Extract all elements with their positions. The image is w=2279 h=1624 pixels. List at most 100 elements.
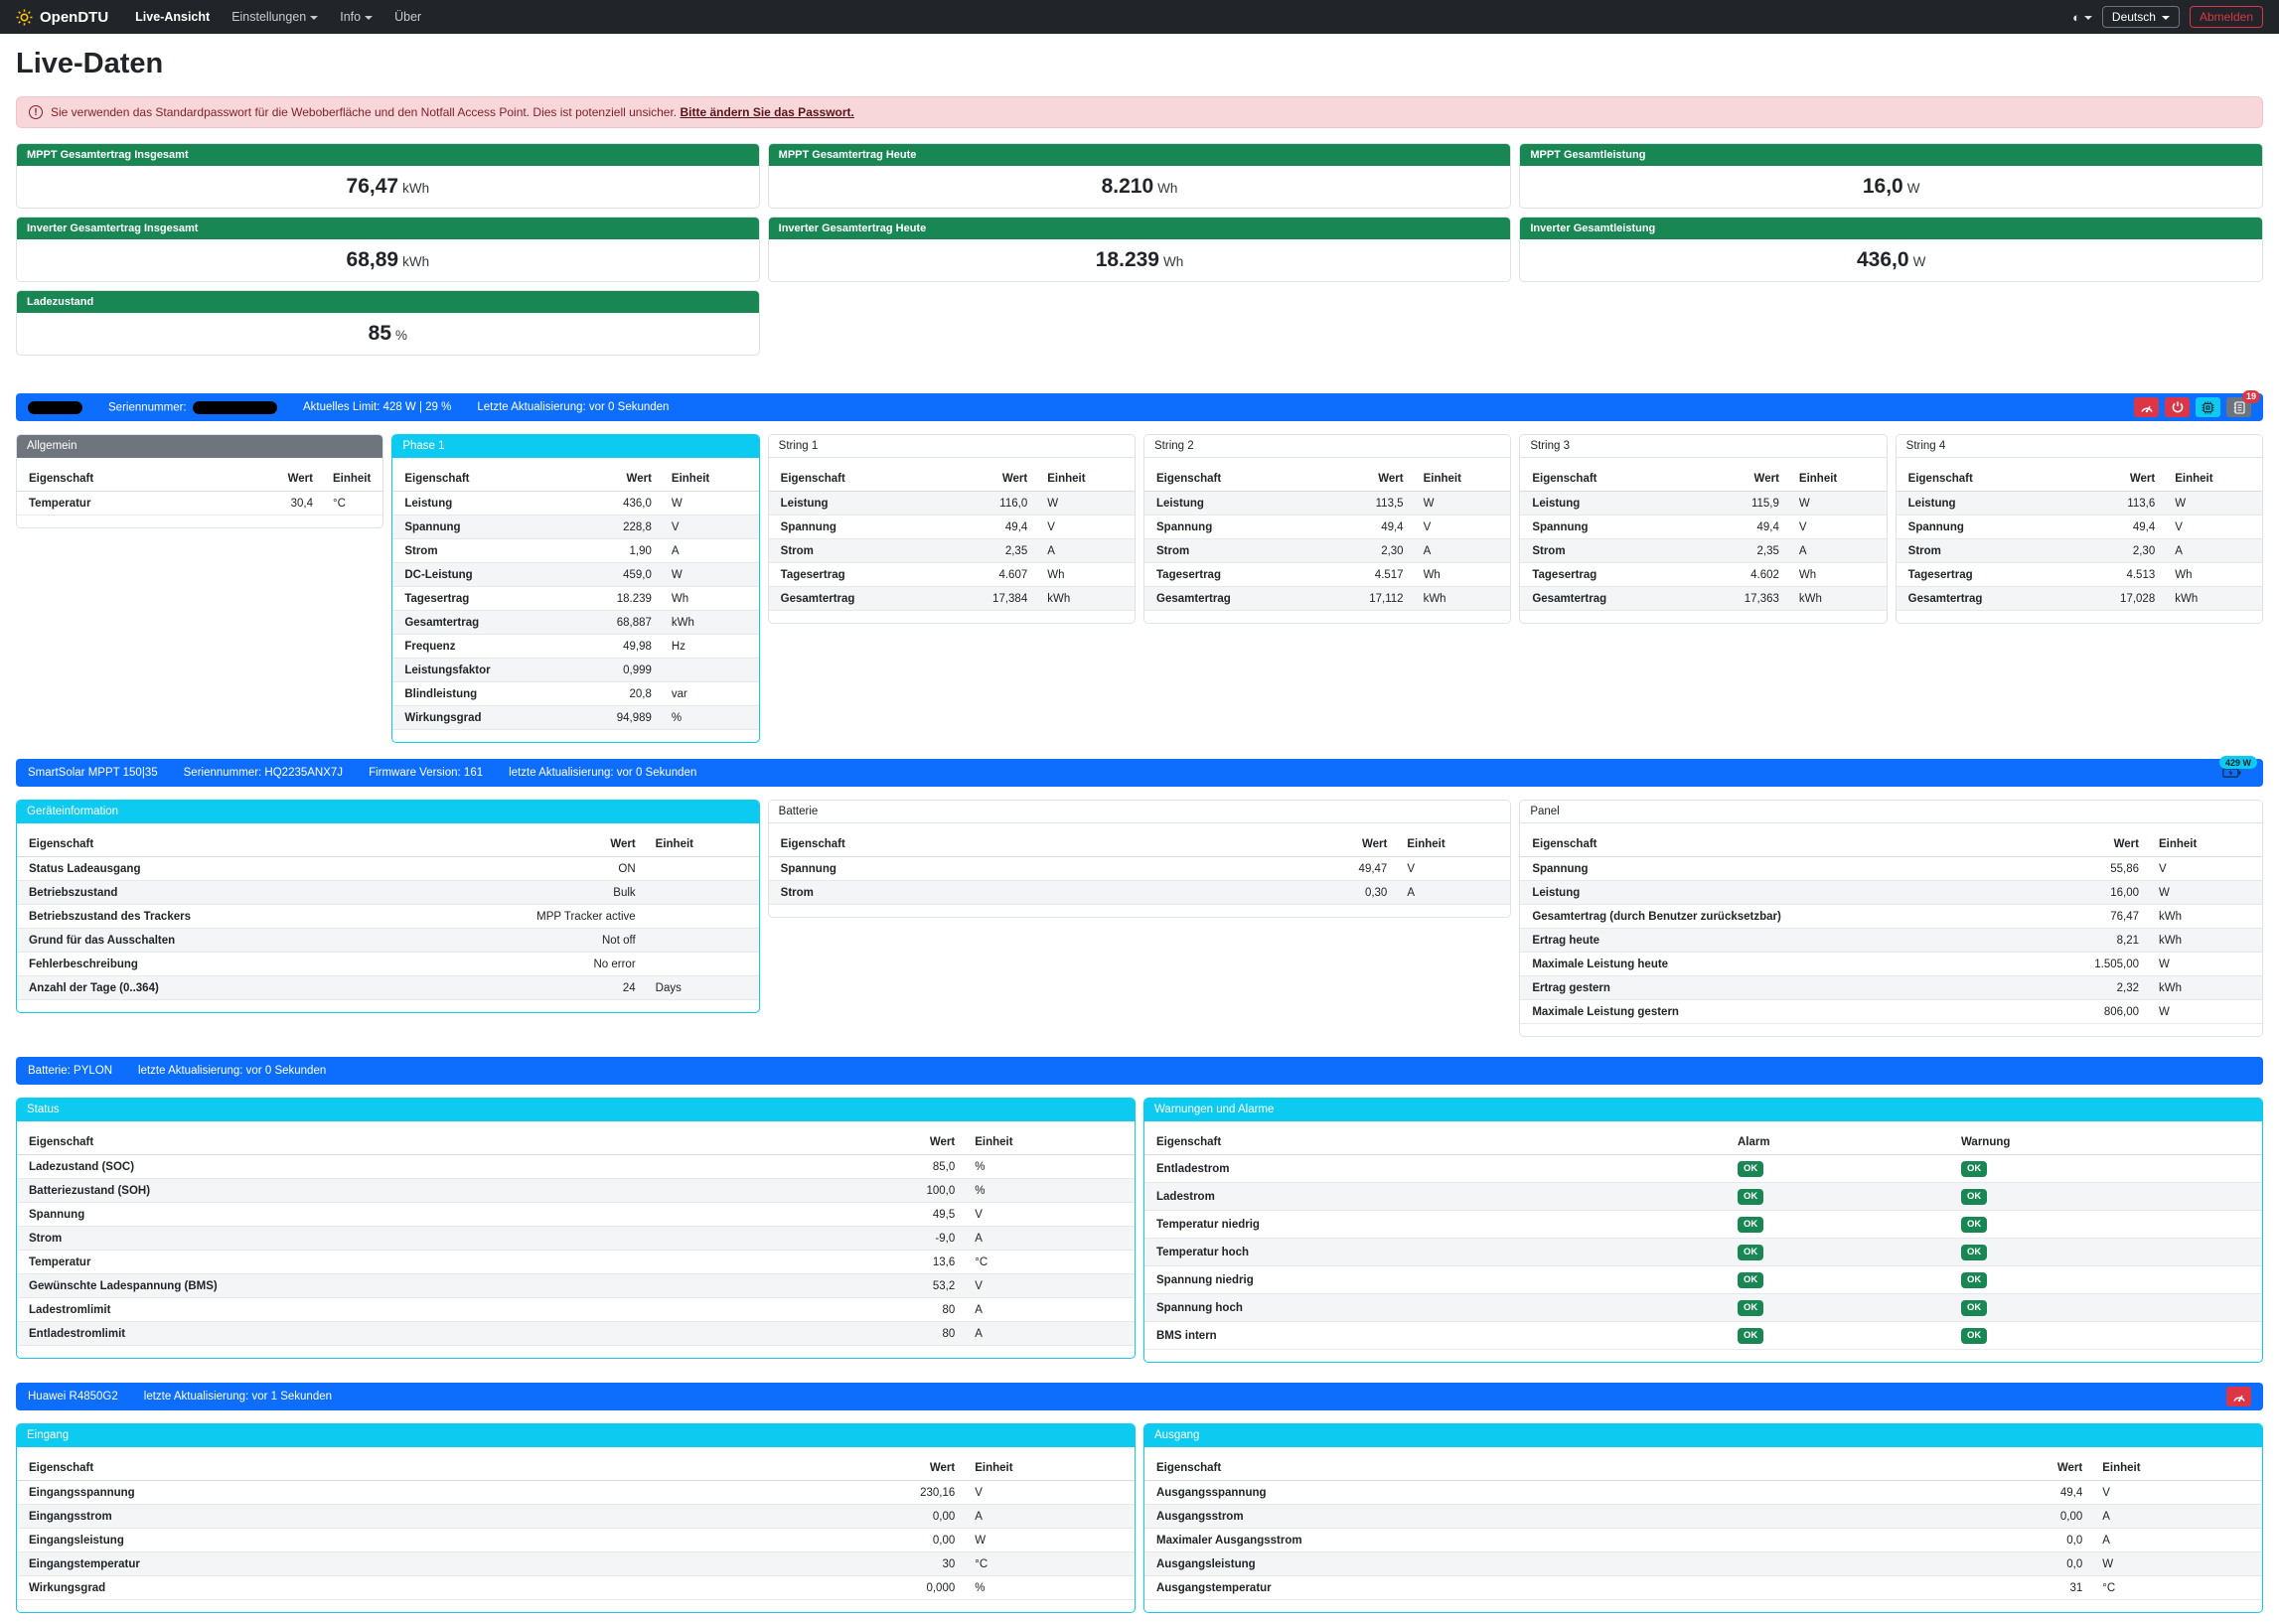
table-row: Ertrag gestern 2,32 kWh	[1520, 975, 2262, 1000]
summary-card: Inverter Gesamtertrag Insgesamt 68,89 kWh	[16, 217, 760, 282]
table-row: Ausgangstemperatur 31 °C	[1144, 1575, 2262, 1600]
card-string-3: String 3 Eigenschaft Wert Einheit Leistung…	[1519, 434, 1888, 624]
logout-button[interactable]: Abmelden	[2189, 6, 2263, 28]
table-row: Strom 2,35 A	[1520, 538, 1887, 563]
summary-card-title: MPPT Gesamtertrag Heute	[768, 144, 1511, 166]
alarm-status-badge: OK	[1738, 1188, 1764, 1205]
table-row: Eingangstemperatur 30 °C	[17, 1551, 1135, 1576]
limit-settings-button[interactable]	[2134, 397, 2159, 417]
table-row: Leistungsfaktor 0,999	[392, 658, 759, 682]
gauge-icon	[2140, 402, 2154, 413]
table-row: DC-Leistung 459,0 W	[392, 562, 759, 587]
cpu-icon	[2202, 401, 2214, 414]
power-button[interactable]	[2165, 397, 2190, 417]
nav-live-ansicht[interactable]: Live-Ansicht	[135, 10, 211, 24]
card-title: String 3	[1520, 435, 1887, 458]
card-title: Batterie	[768, 801, 1511, 823]
warning-status-badge: OK	[1961, 1160, 1988, 1177]
summary-card: MPPT Gesamtertrag Insgesamt 76,47 kWh	[16, 143, 760, 209]
table-row: Gesamtertrag 17,384 kWh	[768, 586, 1135, 611]
card-string-4: String 4 Eigenschaft Wert Einheit Leistung…	[1895, 434, 2263, 624]
summary-value: 18.239	[1095, 248, 1159, 271]
table-row: Batteriezustand (SOH) 100,0%	[17, 1178, 1135, 1203]
summary-unit: kWh	[402, 254, 430, 269]
battery-last-update: letzte Aktualisierung: vor 0 Sekunden	[138, 1065, 327, 1077]
event-log-button[interactable]: 19	[2226, 390, 2260, 417]
card-title: Phase 1	[392, 435, 759, 458]
table-row: Leistung 113,5 W	[1144, 491, 1511, 516]
alert-text: Sie verwenden das Standardpasswort für d…	[51, 105, 678, 119]
victron-cards-row: Geräteinformation Eigenschaft Wert Einheit…	[16, 800, 2263, 1037]
card-batterie: Batterie Eigenschaft Wert Einheit Spannung…	[767, 800, 1512, 918]
nav-info[interactable]: Info	[331, 6, 381, 28]
page: Live-Daten ! Sie verwenden das Standardp…	[0, 34, 2279, 1613]
battery-name: Batterie: PYLON	[28, 1065, 113, 1077]
table-row: Ausgangsstrom 0,00 A	[1144, 1504, 2262, 1529]
chevron-down-icon	[2083, 16, 2092, 20]
table-row: Temperatur 30,4 °C	[17, 491, 383, 516]
charger-name: Huawei R4850G2	[28, 1391, 118, 1403]
table-row: Leistung 16,00 W	[1520, 880, 2262, 905]
summary-card-title: Inverter Gesamtertrag Heute	[768, 218, 1511, 239]
nav-ueber[interactable]: Über	[394, 10, 422, 24]
card-title: Warnungen und Alarme	[1144, 1099, 2262, 1121]
table-row: Tagesertrag 4.607 Wh	[768, 562, 1135, 587]
inverter-cards-row: Allgemein Eigenschaft Wert Einheit Tempera…	[16, 434, 2263, 743]
device-info-button[interactable]	[2196, 397, 2220, 417]
card-panel: Panel Eigenschaft Wert Einheit Spannung 55,…	[1519, 800, 2263, 1037]
summary-card-title: Inverter Gesamtertrag Insgesamt	[17, 218, 759, 239]
table-row: Leistung 436,0 W	[392, 491, 759, 516]
change-password-link[interactable]: Bitte ändern Sie das Passwort.	[680, 105, 854, 119]
warning-status-badge: OK	[1961, 1299, 1988, 1316]
alarm-status-badge: OK	[1738, 1216, 1764, 1233]
summary-row-3: Ladezustand 85%	[16, 290, 2263, 356]
table-row: Spannung 49,47 V	[768, 856, 1511, 881]
table-row: Ausgangsleistung 0,0 W	[1144, 1551, 2262, 1576]
charger-cards-row: Eingang Eigenschaft Wert Einheit Eingangss…	[16, 1423, 2263, 1613]
language-select[interactable]: Deutsch	[2101, 6, 2180, 28]
summary-card: Inverter Gesamtertrag Heute 18.239 Wh	[767, 217, 1512, 282]
card-title: Eingang	[17, 1424, 1135, 1447]
summary-card: Inverter Gesamtleistung 436,0 W	[1519, 217, 2263, 282]
table-row: Tagesertrag 4.602 Wh	[1520, 562, 1887, 587]
page-title: Live-Daten	[16, 48, 164, 79]
summary-unit: W	[1906, 181, 1920, 196]
table-row: Strom 2,30 A	[1896, 538, 2262, 563]
table-row: Wirkungsgrad 0,000%	[17, 1575, 1135, 1600]
gauge-icon	[2232, 1392, 2246, 1403]
power-icon	[2172, 401, 2184, 413]
warning-status-badge: OK	[1961, 1216, 1988, 1233]
card-allgemein: Allgemein Eigenschaft Wert Einheit Tempera…	[16, 434, 384, 528]
summary-unit: kWh	[402, 181, 430, 196]
nav-einstellungen[interactable]: Einstellungen	[223, 6, 327, 28]
theme-toggle[interactable]: ◐	[2072, 10, 2092, 25]
inverter-name-redacted	[28, 400, 82, 414]
table-row: Spannung 55,86 V	[1520, 856, 2262, 881]
table-row: Entladestrom OK OK	[1144, 1154, 2262, 1183]
alarm-status-badge: OK	[1738, 1299, 1764, 1316]
victron-last-update: letzte Aktualisierung: vor 0 Sekunden	[509, 767, 697, 779]
summary-value: 16,0	[1862, 175, 1903, 198]
inverter-section-bar: Seriennummer: Aktuelles Limit: 428 W | 2…	[16, 390, 2263, 421]
brand[interactable]: OpenDTU	[16, 9, 108, 26]
table-row: Spannung 228,8 V	[392, 515, 759, 539]
chevron-down-icon	[310, 16, 319, 20]
card-ausgang: Ausgang Eigenschaft Wert Einheit Ausgangss…	[1143, 1423, 2263, 1613]
navbar-right: ◐ Deutsch Abmelden	[2072, 6, 2263, 28]
table-row: Strom 0,30 A	[768, 880, 1511, 905]
card-eingang: Eingang Eigenschaft Wert Einheit Eingangss…	[16, 1423, 1136, 1613]
table-row: Entladestromlimit 80 A	[17, 1321, 1135, 1346]
summary-card: MPPT Gesamtertrag Heute 8.210 Wh	[767, 143, 1512, 209]
charging-indicator[interactable]: 429 W	[2218, 756, 2257, 779]
table-row: Maximale Leistung gestern 806,00 W	[1520, 999, 2262, 1024]
nav-links: Live-Ansicht Einstellungen Info Über	[126, 6, 2072, 28]
card-title: String 4	[1896, 435, 2262, 458]
summary-value: 436,0	[1857, 248, 1909, 271]
alarm-status-badge: OK	[1738, 1327, 1764, 1344]
table-row: BMS intern OK OK	[1144, 1321, 2262, 1350]
charger-limit-button[interactable]	[2226, 1387, 2251, 1406]
table-row: Temperatur 13,6 °C	[17, 1250, 1135, 1274]
summary-unit: %	[395, 328, 408, 343]
card-string-1: String 1 Eigenschaft Wert Einheit Leistung…	[767, 434, 1136, 624]
last-update: Letzte Aktualisierung: vor 0 Sekunden	[477, 401, 670, 413]
